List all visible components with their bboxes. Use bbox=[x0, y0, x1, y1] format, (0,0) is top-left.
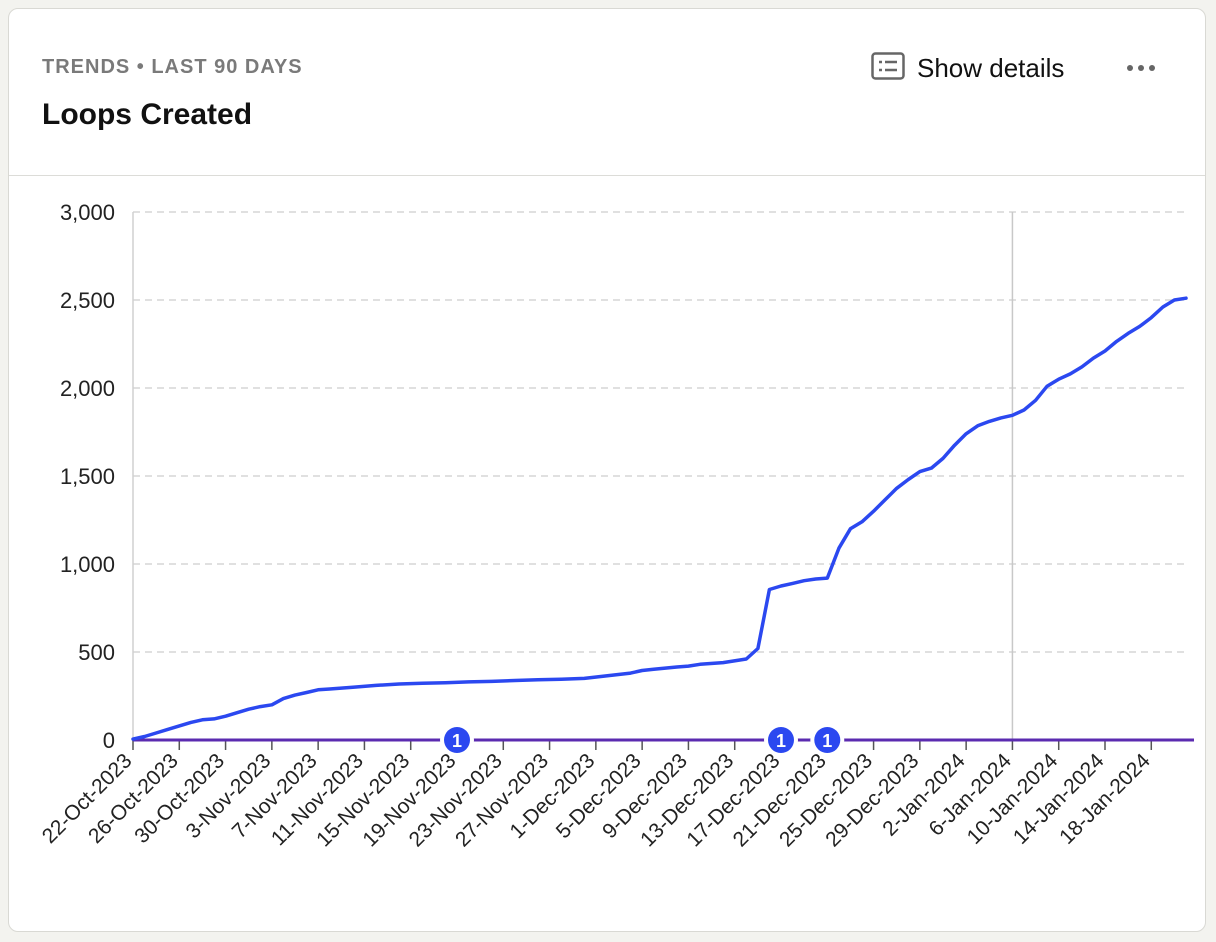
trend-card: TRENDS • LAST 90 DAYS Loops Created Show… bbox=[8, 8, 1206, 932]
annotation-dot bbox=[444, 727, 470, 753]
y-tick-label: 2,500 bbox=[60, 288, 115, 313]
annotation-label: 1 bbox=[452, 731, 462, 751]
y-tick-label: 1,500 bbox=[60, 464, 115, 489]
chart-area: 0 500 1,000 1,500 2,000 2,500 3,000 22-Oct-202… bbox=[9, 176, 1205, 931]
annotation-label: 1 bbox=[822, 731, 832, 751]
annotation-marker[interactable]: 1 bbox=[764, 723, 798, 757]
show-details-label: Show details bbox=[917, 52, 1065, 83]
eyebrow-label: TRENDS • LAST 90 DAYS bbox=[42, 56, 303, 78]
more-options-button[interactable] bbox=[1119, 53, 1163, 83]
y-tick-label: 500 bbox=[78, 640, 115, 665]
series-line bbox=[131, 296, 1188, 741]
y-tick-label: 1,000 bbox=[60, 552, 115, 577]
more-horizontal-icon bbox=[1126, 59, 1156, 77]
annotation-marker[interactable]: 1 bbox=[810, 723, 845, 757]
y-tick-label: 2,000 bbox=[60, 376, 115, 401]
show-details-button[interactable]: Show details bbox=[871, 51, 1064, 85]
annotation-dot bbox=[768, 727, 794, 753]
y-tick-label: 0 bbox=[103, 728, 115, 753]
annotation-dot bbox=[814, 727, 841, 753]
card-title: Loops Created bbox=[42, 98, 253, 131]
annotation-marker[interactable]: 1 bbox=[440, 723, 474, 757]
annotation-label: 1 bbox=[776, 731, 786, 751]
card-header: TRENDS • LAST 90 DAYS Loops Created Show… bbox=[9, 9, 1205, 176]
list-details-icon bbox=[871, 51, 905, 85]
y-tick-label: 3,000 bbox=[60, 200, 115, 225]
